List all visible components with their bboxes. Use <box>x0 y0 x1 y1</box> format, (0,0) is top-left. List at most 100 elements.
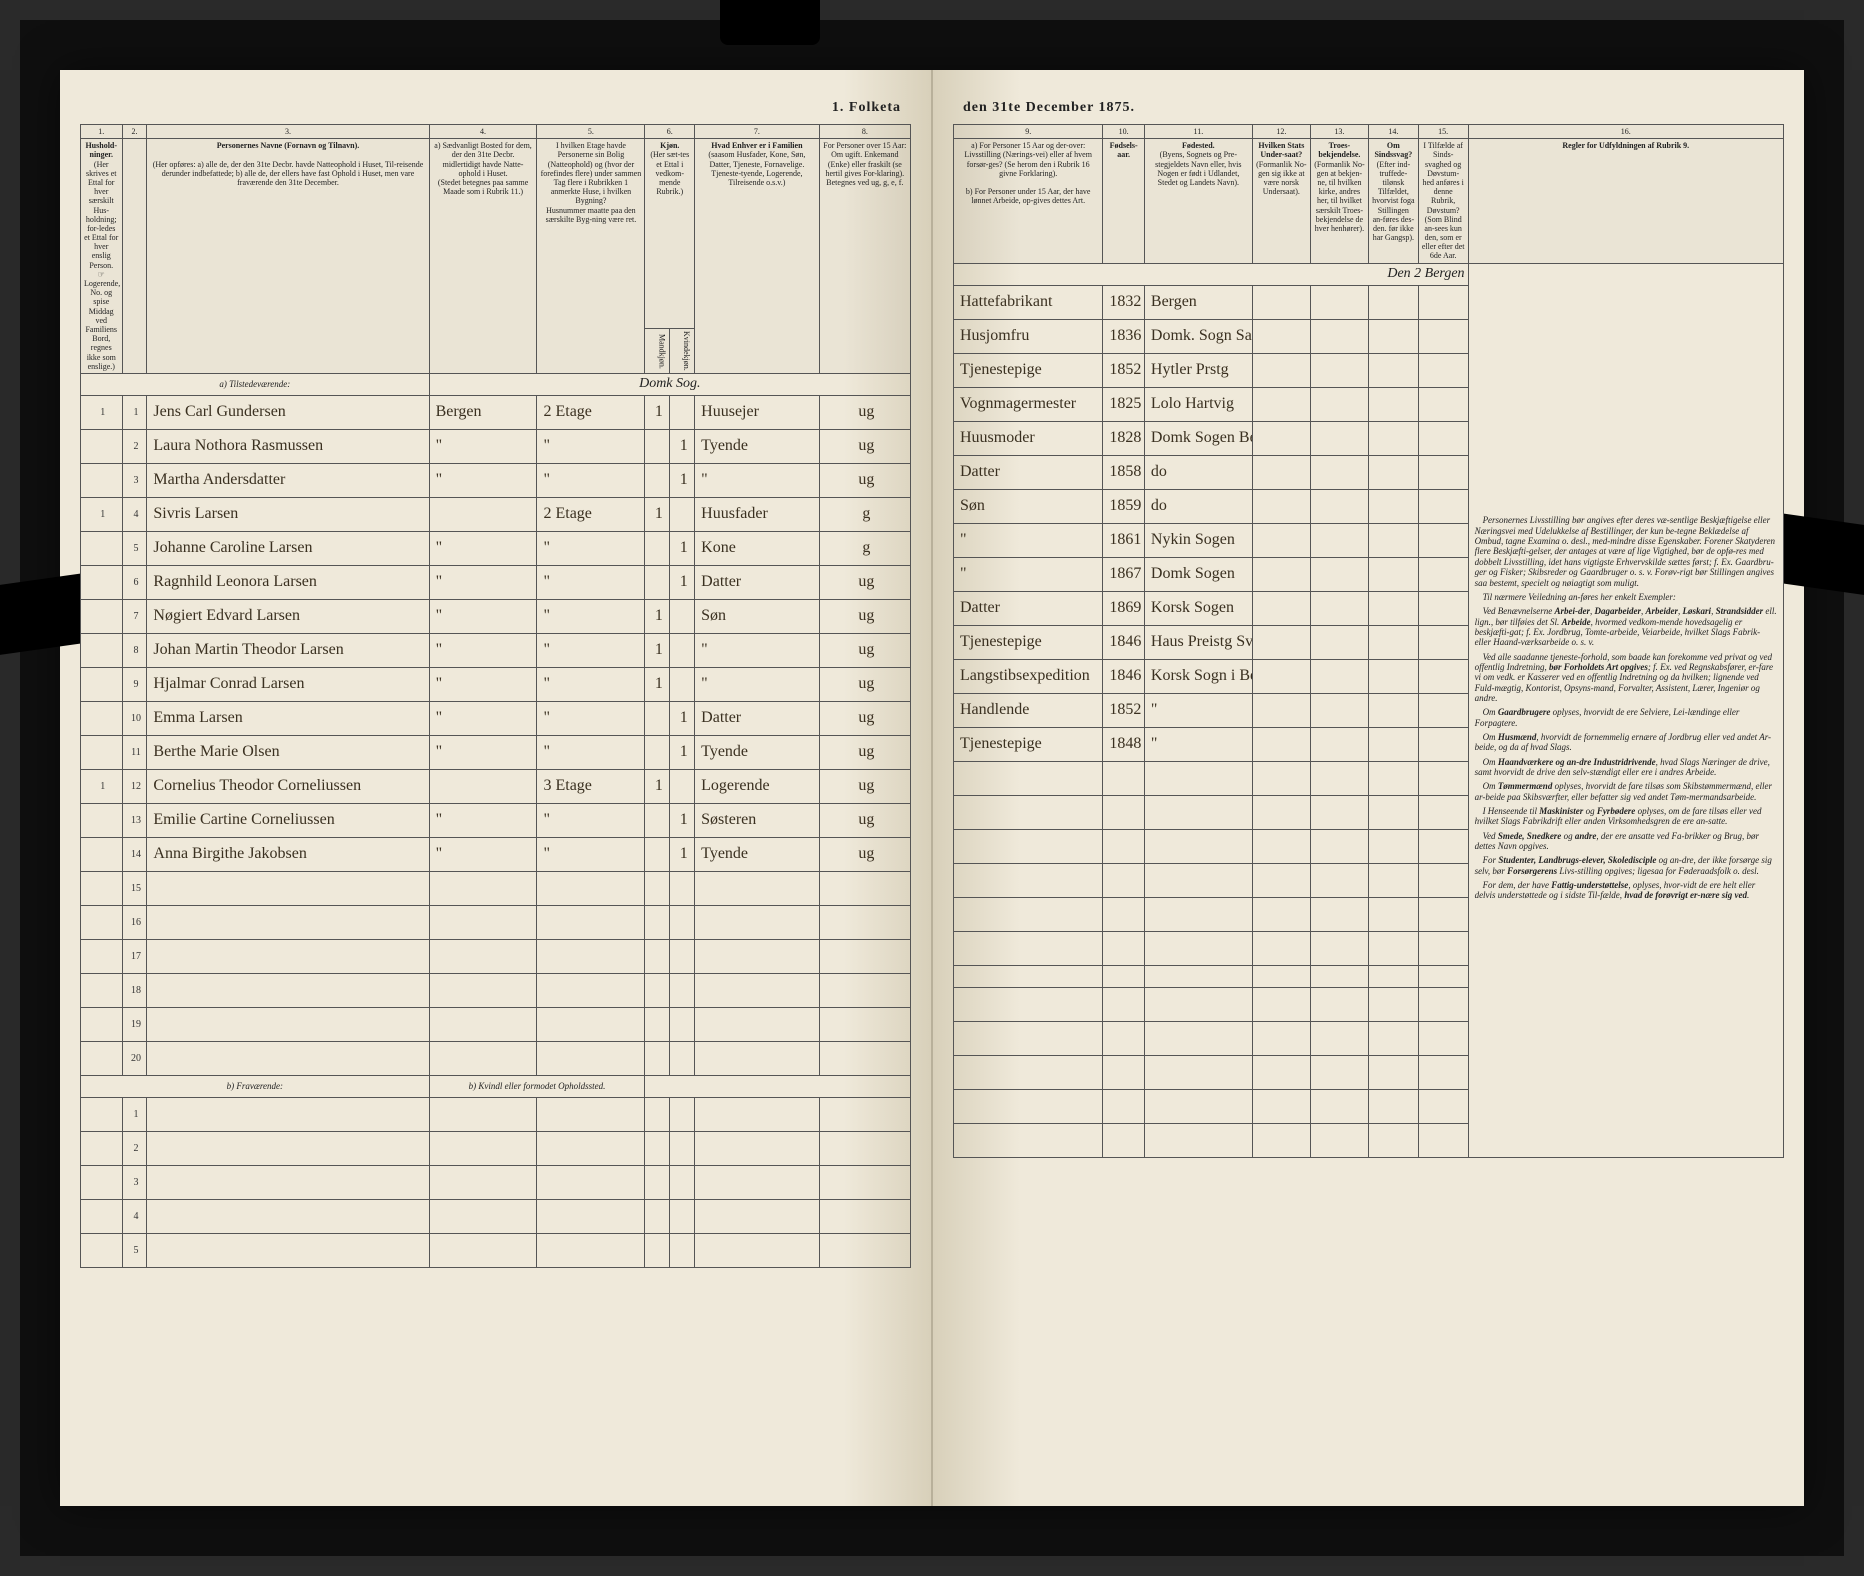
cell-residence: " <box>429 803 537 837</box>
cell-family-role: Tyende <box>695 429 820 463</box>
cell-male <box>645 429 670 463</box>
header-11-sub: (Byens, Sognets og Pre-stegjeldets Navn … <box>1155 150 1241 187</box>
cell-person-num: 4 <box>122 497 147 531</box>
cell-disability <box>1418 455 1468 489</box>
cell-birthplace: Domk Sogen <box>1144 557 1252 591</box>
rules-paragraph: Ved alle saadanne tjeneste-forhold, som … <box>1475 652 1777 704</box>
cell-citizenship <box>1252 353 1310 387</box>
cell-disability <box>1418 421 1468 455</box>
cell-floor: " <box>537 531 645 565</box>
rules-paragraph: For Studenter, Landbrugs-elever, Skoledi… <box>1475 855 1777 876</box>
cell-citizenship <box>1252 455 1310 489</box>
cell-person-num: 1 <box>122 395 147 429</box>
rules-paragraph: Ved Benævnelserne Arbei-der, Dagarbeider… <box>1475 606 1777 647</box>
cell-disability <box>1418 625 1468 659</box>
cell-citizenship <box>1252 625 1310 659</box>
cell-religion <box>1310 353 1368 387</box>
section-a-label: a) Tilstedeværende: <box>81 373 430 395</box>
table-row: 6 Ragnhild Leonora Larsen " " 1 Datter u… <box>81 565 911 599</box>
header-10: Fødsels- aar. <box>1103 139 1145 263</box>
cell-insane <box>1368 557 1418 591</box>
cell-marital: ug <box>819 837 910 871</box>
cell-citizenship <box>1252 693 1310 727</box>
colnum-15: 15. <box>1418 125 1468 139</box>
rules-paragraph: Til nærmere Veiledning an-føres her enke… <box>1475 592 1777 602</box>
cell-marital: ug <box>819 769 910 803</box>
cell-birthyear: 1852 <box>1103 693 1145 727</box>
cell-citizenship <box>1252 319 1310 353</box>
binder-clip-right <box>1784 514 1864 597</box>
colnum-9: 9. <box>954 125 1103 139</box>
table-row-empty: 5 <box>81 1233 911 1267</box>
header-9a: a) For Personer 15 Aar og der-over: Livs… <box>964 141 1092 178</box>
cell-residence: Bergen <box>429 395 537 429</box>
cell-marital: ug <box>819 599 910 633</box>
cell-residence: " <box>429 837 537 871</box>
colnum-5: 5. <box>537 125 645 139</box>
cell-marital: g <box>819 497 910 531</box>
cell-family-role: Datter <box>695 565 820 599</box>
cell-birthplace: Bergen <box>1144 285 1252 319</box>
handwritten-top: Domk Sog. <box>429 373 910 395</box>
cell-person-num: 2 <box>122 429 147 463</box>
header-10-title: Fødsels- aar. <box>1110 141 1138 159</box>
cell-insane <box>1368 727 1418 761</box>
cell-insane <box>1368 591 1418 625</box>
cell-family-role: Tyende <box>695 837 820 871</box>
cell-floor: " <box>537 735 645 769</box>
header-5-title: I hvilken Etage havde Personerne sin Bol… <box>541 141 642 205</box>
cell-person-num: 6 <box>122 565 147 599</box>
cell-floor: 2 Etage <box>537 395 645 429</box>
rules-paragraph: Om Gaardbrugere oplyses, hvorvidt de ere… <box>1475 707 1777 728</box>
cell-residence: " <box>429 701 537 735</box>
cell-marital: g <box>819 531 910 565</box>
cell-residence: " <box>429 667 537 701</box>
cell-occupation: Tjenestepige <box>954 727 1103 761</box>
rules-paragraph: Om Tømmermænd oplyses, hvorvidt de fare … <box>1475 781 1777 802</box>
cell-name: Berthe Marie Olsen <box>147 735 429 769</box>
table-row-empty: 20 <box>81 1041 911 1075</box>
colnum-16: 16. <box>1468 125 1783 139</box>
cell-birthplace: Domk Sogen Bergen <box>1144 421 1252 455</box>
cell-residence: " <box>429 531 537 565</box>
page-title-right: den 31te December 1875. <box>953 100 1784 116</box>
header-3: Personernes Navne (Fornavn og Tilnavn). … <box>147 139 429 374</box>
cell-floor: " <box>537 837 645 871</box>
cell-person-num: 13 <box>122 803 147 837</box>
header-6b: Kvindekjøn. <box>670 329 695 374</box>
cell-residence <box>429 497 537 531</box>
table-row: 11 Berthe Marie Olsen " " 1 Tyende ug <box>81 735 911 769</box>
table-row-empty: 3 <box>81 1165 911 1199</box>
table-row-empty: 19 <box>81 1007 911 1041</box>
cell-male <box>645 701 670 735</box>
cell-floor: " <box>537 565 645 599</box>
header-2 <box>122 139 147 374</box>
cell-floor: " <box>537 701 645 735</box>
cell-disability <box>1418 353 1468 387</box>
left-page: 1. Folketa 1. 2. 3. 4. 5. 6. 7. 8. <box>60 70 933 1506</box>
header-15: I Tilfælde af Sinds-svaghed og Døvstum-h… <box>1418 139 1468 263</box>
cell-birthyear: 1861 <box>1103 523 1145 557</box>
table-row-empty: 1 <box>81 1097 911 1131</box>
header-12-title: Hvilken Stats Under-saat? <box>1258 141 1304 159</box>
cell-religion <box>1310 693 1368 727</box>
cell-birthyear: 1848 <box>1103 727 1145 761</box>
header-13-title: Troes-bekjendelse. <box>1318 141 1360 159</box>
cell-family-role: " <box>695 463 820 497</box>
cell-birthplace: Hytler Prstg <box>1144 353 1252 387</box>
cell-floor: " <box>537 667 645 701</box>
cell-female: 1 <box>670 735 695 769</box>
table-row: 2 Laura Nothora Rasmussen " " 1 Tyende u… <box>81 429 911 463</box>
colnum-7: 7. <box>695 125 820 139</box>
header-14-title: Om Sindssvag? <box>1374 141 1412 159</box>
cell-floor: " <box>537 803 645 837</box>
cell-household: 1 <box>81 769 123 803</box>
header-12-sub: (Formanlik No-gen sig ikke at være norsk… <box>1256 160 1306 197</box>
rules-paragraph: Ved Smede, Snedkere og andre, der ere an… <box>1475 831 1777 852</box>
header-1: Hushold- ninger. (Her skrives et Ettal f… <box>81 139 123 374</box>
cell-religion <box>1310 319 1368 353</box>
cell-religion <box>1310 659 1368 693</box>
header-14: Om Sindssvag? (Efter ind-truffede-tiløns… <box>1368 139 1418 263</box>
cell-insane <box>1368 353 1418 387</box>
cell-female: 1 <box>670 429 695 463</box>
